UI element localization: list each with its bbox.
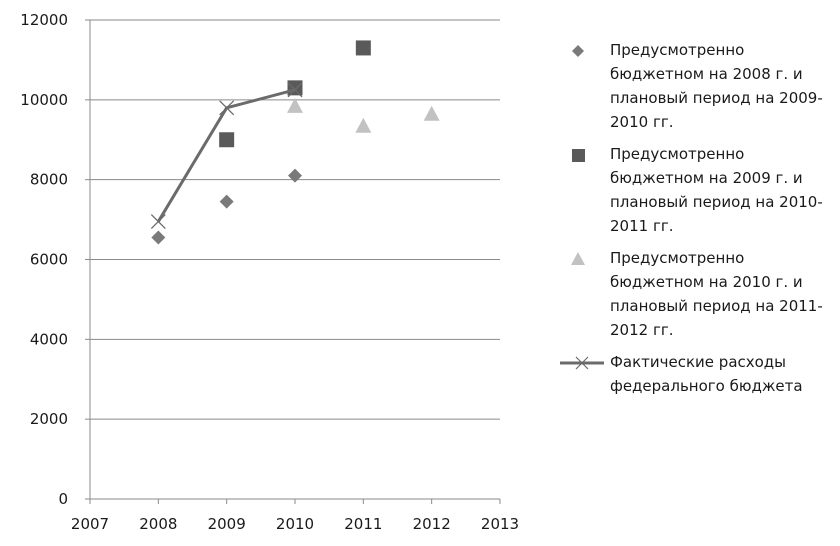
triangle-point: [423, 105, 440, 121]
legend-label: Предусмотренно бюджетном на 2008 г. и пл…: [610, 41, 823, 131]
x-tick-label: 2007: [71, 515, 109, 533]
square-point: [219, 132, 235, 148]
x-point: [219, 100, 235, 116]
x-tick-label: 2009: [208, 515, 246, 533]
x-tick-label: 2013: [481, 515, 519, 533]
diamond-marker-icon: [572, 45, 584, 57]
y-tick-label: 4000: [30, 330, 68, 348]
diamond-point: [219, 194, 234, 209]
x-point: [287, 82, 303, 98]
square-point: [355, 40, 371, 56]
y-tick-label: 8000: [30, 171, 68, 189]
triangle-point: [287, 97, 303, 113]
x-tick-label: 2008: [139, 515, 177, 533]
y-tick-label: 0: [58, 490, 68, 508]
x-point: [150, 214, 166, 230]
diamond-point: [288, 168, 302, 183]
y-tick-label: 6000: [30, 251, 68, 269]
legend-item-2009-plan: Предусмотренно бюджетном на 2009 г. и пл…: [560, 142, 840, 238]
legend-label: Предусмотренно бюджетном на 2010 г. и пл…: [610, 249, 823, 339]
legend-item-actual: Фактические расходы федерального бюджета: [560, 350, 840, 398]
diamond-point: [151, 230, 166, 245]
chart: 0 2000 4000 6000 8000 10000 12000 2007 2008 2009 2…: [20, 11, 519, 533]
triangle-point: [355, 117, 372, 133]
square-point: [287, 80, 303, 96]
legend: Предусмотренно бюджетном на 2008 г. и пл…: [560, 38, 840, 406]
tick-labels: 0 2000 4000 6000 8000 10000 12000 2007 2008 2009 2…: [20, 11, 519, 533]
legend-label: Предусмотренно бюджетном на 2009 г. и пл…: [610, 145, 823, 235]
y-tick-label: 10000: [20, 91, 68, 109]
triangle-marker-icon: [571, 252, 585, 265]
line-x-marker-icon: [560, 356, 604, 370]
x-tick-label: 2012: [413, 515, 451, 533]
legend-label: Фактические расходы федерального бюджета: [610, 353, 803, 395]
axes: [85, 19, 501, 504]
data-marks: [150, 40, 440, 245]
legend-item-2008-plan: Предусмотренно бюджетном на 2008 г. и пл…: [560, 38, 840, 134]
x-tick-label: 2011: [344, 515, 382, 533]
square-marker-icon: [572, 149, 585, 162]
x-tick-label: 2010: [276, 515, 314, 533]
y-tick-label: 2000: [30, 410, 68, 428]
y-tick-label: 12000: [20, 11, 68, 29]
gridlines: [90, 19, 500, 420]
legend-item-2010-plan: Предусмотренно бюджетном на 2010 г. и пл…: [560, 246, 840, 342]
